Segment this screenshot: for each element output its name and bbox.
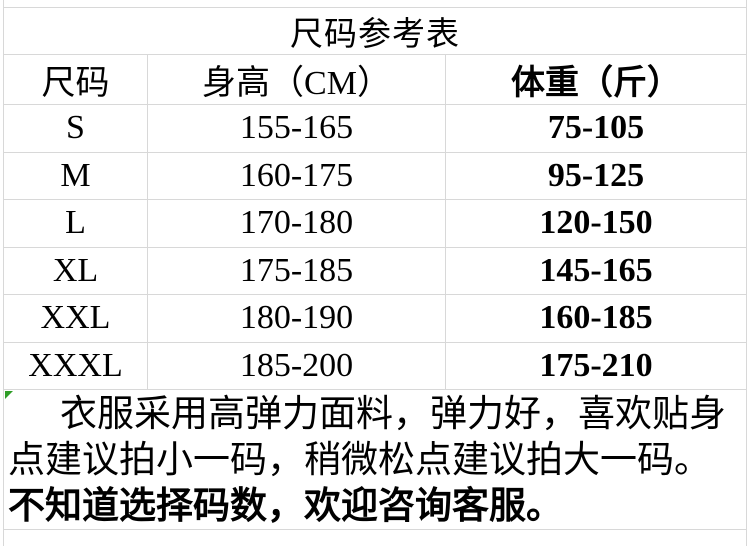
table-row: L 170-180 120-150 [4, 200, 746, 248]
size-table: 尺码参考表 尺码 身高（CM） 体重（斤） S 155-165 75-105 M… [3, 0, 747, 546]
size-cell: XL [4, 247, 148, 294]
height-cell: 180-190 [148, 295, 446, 342]
size-cell: M [4, 152, 148, 199]
table-header-row: 尺码 身高（CM） 体重（斤） [4, 55, 746, 105]
weight-cell: 175-210 [539, 346, 653, 384]
weight-cell: 120-150 [539, 204, 653, 242]
table-row: XXXL 185-200 175-210 [4, 342, 746, 390]
col-header-weight: 体重（斤） [511, 65, 681, 102]
note-paragraph: 衣服采用高弹力面料，弹力好，喜欢贴身点建议拍小一码，稍微松点建议拍大一码。不知道… [8, 392, 742, 530]
height-cell: 160-175 [148, 152, 446, 199]
table-row: S 155-165 75-105 [4, 105, 746, 153]
note-cell: 衣服采用高弹力面料，弹力好，喜欢贴身点建议拍小一码，稍微松点建议拍大一码。不知道… [4, 390, 746, 530]
weight-cell: 75-105 [547, 109, 645, 147]
table-title: 尺码参考表 [4, 8, 746, 55]
height-cell: 170-180 [148, 200, 446, 247]
col-header-height: 身高（CM） [148, 55, 446, 104]
note-text: 衣服采用高弹力面料，弹力好，喜欢贴身点建议拍小一码，稍微松点建议拍大一码。 [8, 394, 726, 481]
height-cell: 155-165 [148, 105, 446, 152]
size-cell: XXL [4, 295, 148, 342]
size-cell: S [4, 105, 148, 152]
col-header-size: 尺码 [4, 55, 148, 104]
height-cell: 185-200 [148, 342, 446, 389]
height-cell: 175-185 [148, 247, 446, 294]
table-row: XXL 180-190 160-185 [4, 295, 746, 343]
weight-cell: 145-165 [539, 251, 653, 289]
size-cell: L [4, 200, 148, 247]
note-bold-text: 不知道选择码数，欢迎咨询客服。 [8, 486, 563, 527]
table-row: M 160-175 95-125 [4, 152, 746, 200]
size-cell: XXXL [4, 342, 148, 389]
bottom-empty-strip [4, 530, 746, 546]
weight-cell: 95-125 [547, 156, 645, 194]
top-empty-strip [4, 0, 746, 8]
table-row: XL 175-185 145-165 [4, 247, 746, 295]
weight-cell: 160-185 [539, 299, 653, 337]
excel-error-indicator-icon [5, 391, 13, 399]
